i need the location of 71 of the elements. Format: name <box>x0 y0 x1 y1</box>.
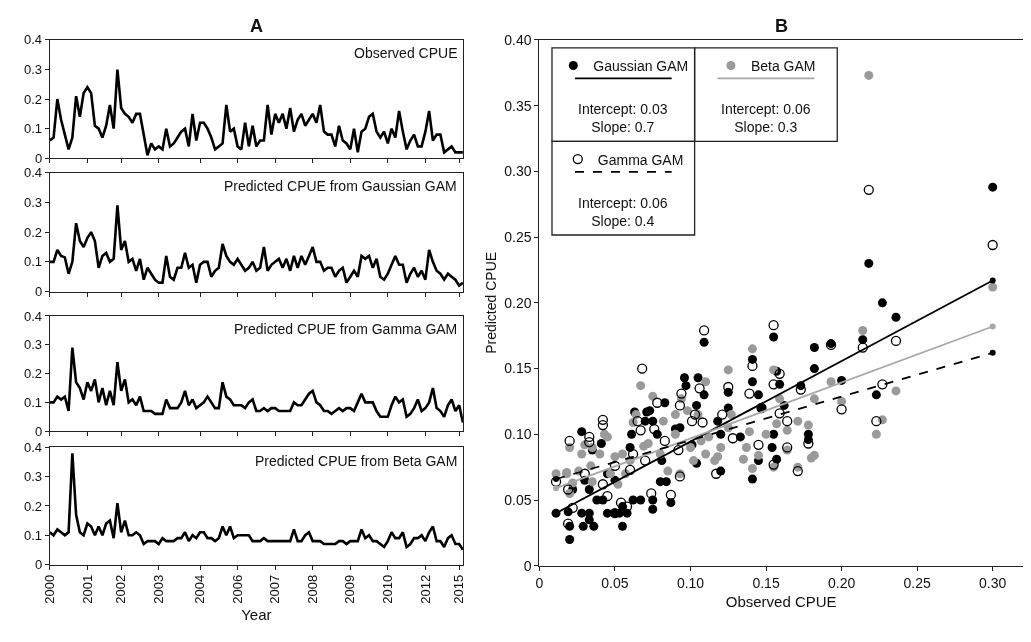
line-series <box>49 346 463 424</box>
y-tick-label: 0.1 <box>24 121 43 137</box>
chart-subtitle: Predicted CPUE from Gamma GAM <box>234 321 458 337</box>
y-tick-label: 0.25 <box>504 229 532 246</box>
chart-subtitle: Predicted CPUE from Beta GAM <box>255 453 458 469</box>
y-tick-label: 0.4 <box>24 308 43 324</box>
y-tick-label: 0.35 <box>504 97 532 114</box>
x-tick-label: 2009 <box>342 574 358 604</box>
x-axis-title: Observed CPUE <box>725 592 837 610</box>
y-tick-label: 0 <box>34 423 43 439</box>
y-tick-label: 0.1 <box>24 254 43 270</box>
chart-title: B <box>775 16 788 36</box>
y-tick-label: 0.10 <box>504 426 532 443</box>
point <box>553 485 560 492</box>
y-tick-label: 0.2 <box>24 224 43 240</box>
y-tick-label: 0.1 <box>24 527 43 543</box>
y-tick-label: 0.05 <box>504 491 532 508</box>
annotation: Intercept: 0.03 Slope: 0.7 <box>578 101 668 136</box>
y-tick-label: 0.2 <box>24 498 43 514</box>
y-tick-label: 0.15 <box>504 360 532 377</box>
x-tick-label: 2006 <box>229 574 245 604</box>
x-tick-label: 2012 <box>417 574 433 604</box>
y-axis-title: Predicted CPUE <box>482 251 499 354</box>
annotation: Intercept: 0.06 Slope: 0.4 <box>578 195 668 230</box>
y-tick-label: 0.3 <box>24 337 43 353</box>
point <box>989 277 996 284</box>
y-tick-label: 0.4 <box>24 165 43 181</box>
y-tick-label: 0.4 <box>24 32 43 48</box>
y-tick-label: 0.2 <box>24 366 43 382</box>
x-tick-label: 2001 <box>79 574 95 604</box>
y-tick-label: 0 <box>34 284 43 300</box>
x-tick-label: 2010 <box>380 574 396 604</box>
legend-label: Gamma GAM <box>597 151 684 168</box>
y-tick-label: 0.2 <box>24 91 43 107</box>
y-tick-label: 0.4 <box>24 440 43 455</box>
point <box>989 349 996 356</box>
legend-label: Gaussian GAM <box>593 57 689 74</box>
x-tick-label: 0.10 <box>676 574 705 591</box>
y-tick-label: 0 <box>34 557 43 573</box>
y-tick-label: 0.30 <box>504 163 532 180</box>
x-axis-title: Year <box>241 605 272 623</box>
x-tick-label: 2002 <box>113 574 129 604</box>
x-tick-label: 0.30 <box>979 574 1007 591</box>
x-tick-label: 0.20 <box>827 574 856 591</box>
y-tick-label: 0.3 <box>24 194 43 210</box>
chart-subtitle: Predicted CPUE from Gaussian GAM <box>224 178 457 194</box>
x-tick-label: 2008 <box>304 574 320 604</box>
y-tick-label: 0 <box>34 150 43 166</box>
x-tick-label: 0.15 <box>752 574 780 591</box>
x-tick-label: 0.05 <box>601 574 629 591</box>
x-tick-label: 2000 <box>42 574 58 604</box>
line-series <box>49 452 463 552</box>
y-tick-label: 0.20 <box>504 294 532 311</box>
y-tick-label: 0 <box>523 557 532 574</box>
y-tick-label: 0.1 <box>24 394 43 410</box>
line-series <box>49 204 463 287</box>
annotation: Intercept: 0.06 Slope: 0.3 <box>721 101 811 136</box>
x-tick-label: 2004 <box>192 574 208 604</box>
x-tick-label: 0 <box>535 574 544 591</box>
x-tick-label: 2007 <box>267 574 283 604</box>
point <box>989 323 996 330</box>
y-tick-label: 0.3 <box>24 62 43 78</box>
chart-title: A <box>250 16 263 36</box>
legend-label: Beta GAM <box>750 57 816 74</box>
x-tick-label: 2015 <box>451 574 467 604</box>
line-series <box>49 68 463 157</box>
y-tick-label: 0.40 <box>504 31 532 48</box>
y-tick-label: 0.3 <box>24 469 43 485</box>
x-tick-label: 2003 <box>150 574 166 604</box>
chart-subtitle: Observed CPUE <box>354 45 458 61</box>
x-tick-label: 0.25 <box>903 574 931 591</box>
